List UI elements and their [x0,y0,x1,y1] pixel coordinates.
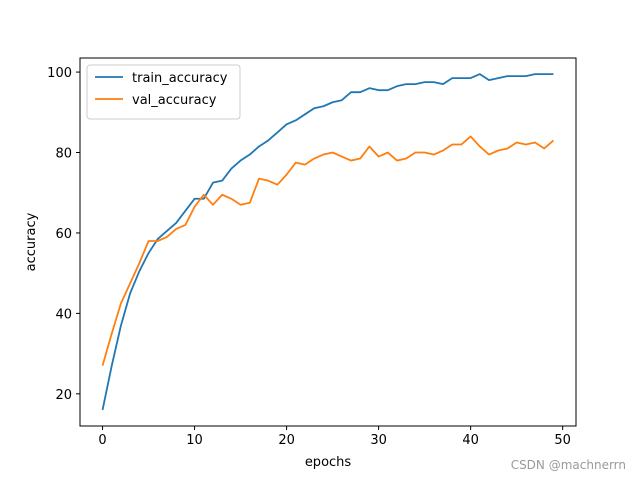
x-tick-label: 0 [98,433,106,448]
y-tick-label: 100 [47,66,72,81]
x-axis-label: epochs [305,455,352,470]
legend-label: val_accuracy [132,93,217,108]
legend-label: train_accuracy [132,71,228,86]
y-tick-label: 80 [55,147,72,162]
y-tick-label: 60 [55,227,72,242]
x-axis-ticks: 0 10 20 30 40 50 [98,426,571,448]
x-tick-label: 20 [278,433,295,448]
x-tick-label: 50 [554,433,571,448]
x-tick-label: 40 [462,433,479,448]
y-tick-label: 20 [55,388,72,403]
legend: train_accuracy val_accuracy [86,64,241,120]
axes-frame [79,57,577,427]
y-axis-ticks: 20 40 60 80 100 [47,66,80,403]
x-tick-label: 30 [370,433,387,448]
series-line-train-accuracy [101,73,554,411]
watermark-text: CSDN @machnerrn [510,458,626,472]
series-line-val-accuracy [101,135,555,366]
y-axis-label: accuracy [24,212,39,271]
x-tick-label: 10 [186,433,203,448]
plot-lines [101,73,555,411]
y-tick-label: 40 [55,307,72,322]
legend-box [86,64,241,120]
